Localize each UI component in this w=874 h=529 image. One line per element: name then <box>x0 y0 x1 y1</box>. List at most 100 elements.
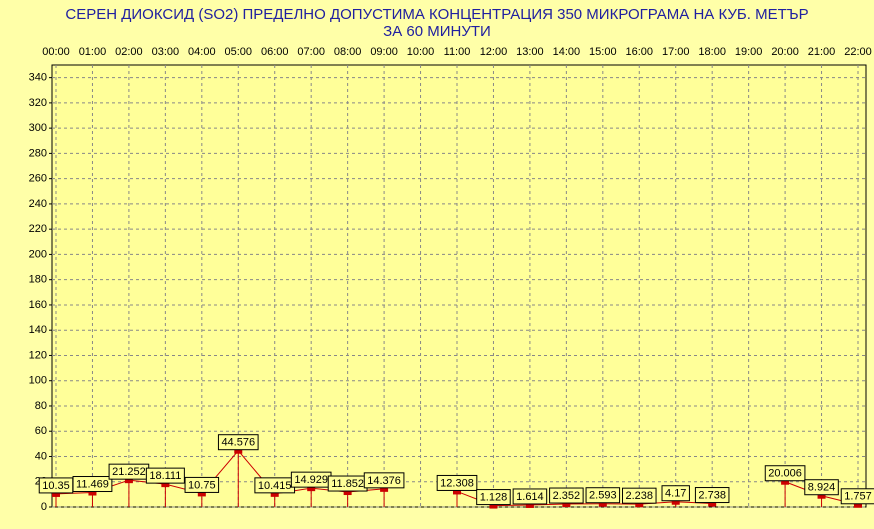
marker <box>817 492 826 499</box>
data-label: 14.929 <box>294 474 328 486</box>
data-label-box <box>72 476 113 493</box>
x-tick-label: 18:00 <box>698 46 726 58</box>
y-tick-label: 280 <box>29 147 47 159</box>
data-label: 10.35 <box>42 480 70 492</box>
x-tick-label: 10:00 <box>407 46 435 58</box>
y-tick-label: 160 <box>29 299 47 311</box>
marker <box>270 490 279 497</box>
data-label: 10.75 <box>188 479 216 491</box>
data-label-box <box>476 489 511 506</box>
x-tick-label: 05:00 <box>225 46 253 58</box>
marker <box>635 501 644 508</box>
x-tick-label: 19:00 <box>735 46 763 58</box>
data-label-box <box>512 488 548 505</box>
marker <box>781 478 790 485</box>
data-label-box <box>184 476 220 493</box>
data-label-box <box>436 474 478 491</box>
data-label: 1.128 <box>480 491 508 503</box>
x-tick-label: 08:00 <box>334 46 362 58</box>
y-tick-label: 40 <box>35 450 47 462</box>
y-tick-label: 320 <box>29 97 47 109</box>
x-tick-label: 06:00 <box>261 46 289 58</box>
data-label-box <box>694 487 730 504</box>
data-label: 2.238 <box>626 490 654 502</box>
data-label: 2.593 <box>589 490 617 502</box>
data-label-box <box>764 465 806 482</box>
marker <box>671 498 680 505</box>
marker <box>380 485 389 492</box>
y-tick-label: 80 <box>35 400 47 412</box>
y-tick-label: 260 <box>29 173 47 185</box>
y-tick-label: 300 <box>29 122 47 134</box>
marker <box>489 502 498 509</box>
data-label-box <box>145 467 185 484</box>
x-tick-label: 02:00 <box>115 46 143 58</box>
data-label-box <box>217 434 259 451</box>
data-label: 8.924 <box>808 482 836 494</box>
data-label-box <box>661 485 690 502</box>
y-tick-label: 140 <box>29 324 47 336</box>
x-tick-label: 22:00 <box>844 46 872 58</box>
x-tick-label: 15:00 <box>589 46 617 58</box>
marker <box>708 500 717 507</box>
data-label: 4.17 <box>665 488 686 500</box>
x-tick-label: 20:00 <box>771 46 799 58</box>
y-tick-label: 220 <box>29 223 47 235</box>
x-tick-label: 21:00 <box>808 46 836 58</box>
y-tick-label: 340 <box>29 72 47 84</box>
y-tick-label: 60 <box>35 425 47 437</box>
data-label: 20.006 <box>768 468 802 480</box>
x-tick-label: 09:00 <box>370 46 398 58</box>
data-label-box <box>363 472 405 489</box>
x-tick-label: 14:00 <box>553 46 581 58</box>
marker <box>343 489 352 496</box>
y-tick-label: 100 <box>29 375 47 387</box>
marker <box>234 447 243 454</box>
x-tick-label: 00:00 <box>42 46 70 58</box>
marker <box>453 488 461 495</box>
y-tick-label: 180 <box>29 274 47 286</box>
marker <box>124 477 133 484</box>
marker <box>161 481 170 488</box>
data-label: 12.308 <box>440 477 474 489</box>
marker <box>854 501 862 508</box>
marker <box>52 490 60 497</box>
x-tick-label: 01:00 <box>79 46 107 58</box>
data-label: 1.757 <box>844 491 872 503</box>
data-label: 18.111 <box>149 470 181 482</box>
marker <box>525 501 534 508</box>
plot-area <box>51 64 867 508</box>
data-label-box <box>840 488 874 505</box>
data-label: 21.252 <box>112 466 146 478</box>
data-label: 1.614 <box>516 491 544 503</box>
marker <box>197 490 206 497</box>
y-tick-label: 200 <box>29 248 47 260</box>
data-label-box <box>585 487 621 504</box>
x-tick-label: 17:00 <box>662 46 690 58</box>
marker <box>598 500 607 507</box>
x-tick-label: 11:00 <box>444 46 471 58</box>
data-label: 2.352 <box>553 490 581 502</box>
data-label: 44.576 <box>221 437 255 449</box>
marker <box>88 489 97 496</box>
data-label: 10.415 <box>258 480 292 492</box>
data-label-box <box>549 487 584 504</box>
marker <box>562 501 571 508</box>
marker <box>307 485 316 492</box>
data-label-box <box>622 487 657 504</box>
data-label: 2.738 <box>698 489 726 501</box>
x-tick-label: 13:00 <box>516 46 544 58</box>
x-tick-label: 03:00 <box>152 46 180 58</box>
y-tick-label: 240 <box>29 198 47 210</box>
data-label: 11.852 <box>331 478 364 490</box>
data-label: 11.469 <box>76 478 109 490</box>
x-tick-label: 07:00 <box>297 46 325 58</box>
chart-title: СЕРЕН ДИОКСИД (SO2) ПРЕДЕЛНО ДОПУСТИМА К… <box>65 6 808 23</box>
data-label-box <box>804 479 839 496</box>
data-label: 14.376 <box>367 475 401 487</box>
chart-subtitle: ЗА 60 МИНУТИ <box>383 23 491 40</box>
y-tick-label: 120 <box>29 349 47 361</box>
x-tick-label: 12:00 <box>480 46 508 58</box>
y-tick-label: 0 <box>41 501 47 513</box>
